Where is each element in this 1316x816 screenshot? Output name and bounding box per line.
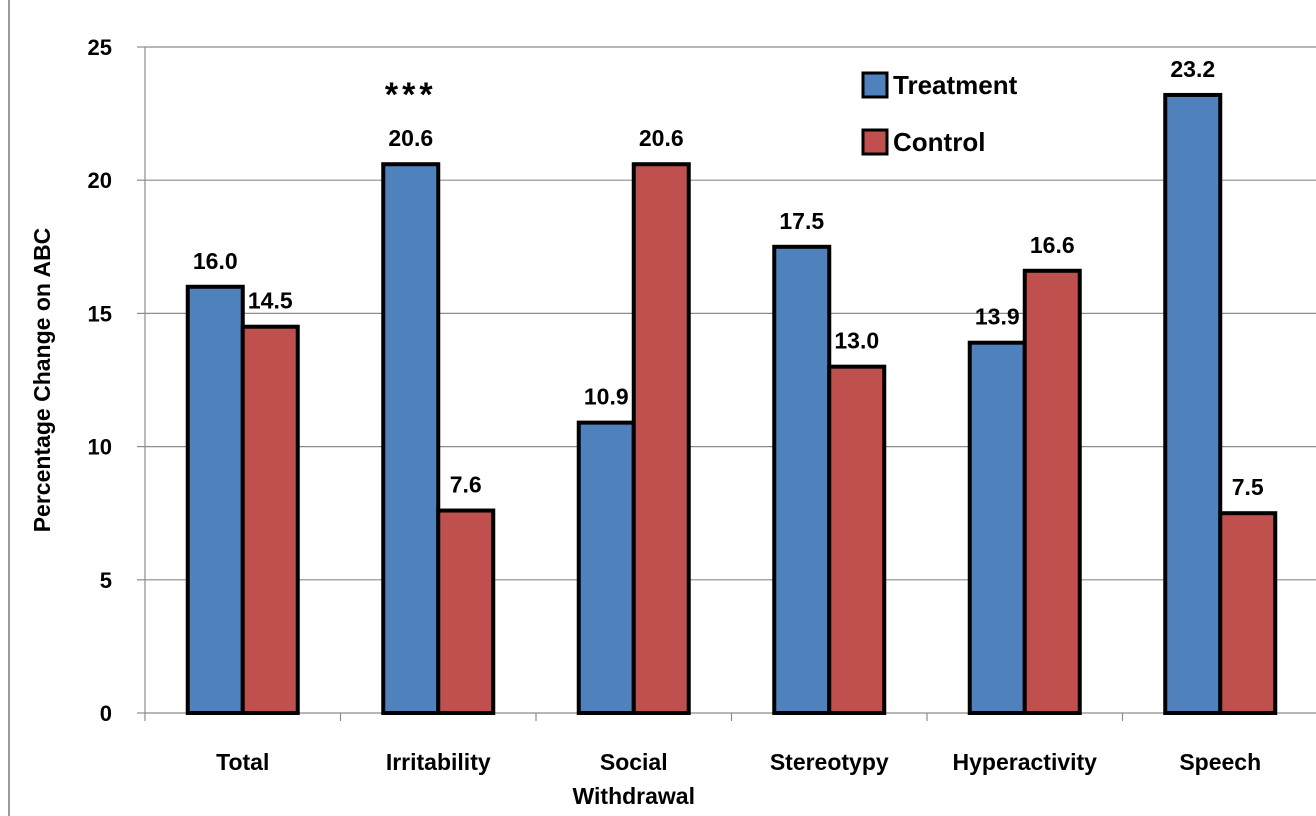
bar-control-stereotypy [827,364,887,715]
x-tick-label-hyperactivity: Hyperactivity [953,749,1098,775]
y-tick-label-0: 0 [100,701,112,726]
x-tick-label-line: Withdrawal [573,783,695,809]
data-label-control-social-withdrawal: 20.6 [639,125,684,151]
x-tick-label-line: Speech [1179,749,1261,775]
data-label-control-irritability: 7.6 [450,472,482,498]
legend-swatch-control [861,128,889,156]
data-label-treatment-speech: 23.2 [1170,56,1215,82]
bars [185,92,1278,716]
legend-label-treatment: Treatment [893,70,1018,100]
bar-control-social-withdrawal [631,162,691,715]
axes [137,46,1316,721]
bar-control-hyperactivity [1022,268,1082,715]
x-tick-label-line: Hyperactivity [953,749,1098,775]
data-label-control-hyperactivity: 16.6 [1030,232,1075,258]
x-tick-label-line: Irritability [386,749,491,775]
data-labels: 16.0 14.5 20.6 7.6 10.9 20.6 17.5 13.0 13.9 16.6 2… [193,56,1264,500]
x-tick-label-social-withdrawal: Social Withdrawal [573,749,695,809]
bar-treatment-total [185,284,245,715]
x-tick-label-line: Social [600,749,668,775]
x-tick-label-total: Total [216,749,269,775]
data-label-treatment-total: 16.0 [193,248,238,274]
y-tick-label-25: 25 [88,35,112,60]
x-tick-label-irritability: Irritability [386,749,491,775]
legend: Treatment Control [861,70,1018,157]
x-tick-label-speech: Speech [1179,749,1261,775]
data-label-treatment-social-withdrawal: 10.9 [584,384,629,410]
x-tick-label-line: Total [216,749,269,775]
gridlines [145,46,1316,581]
y-tick-label-15: 15 [88,301,112,326]
legend-swatch-treatment [861,71,889,99]
data-label-control-stereotypy: 13.0 [834,328,879,354]
x-tick-label-stereotypy: Stereotypy [770,749,889,775]
bar-treatment-irritability [381,162,441,715]
data-label-control-speech: 7.5 [1232,474,1264,500]
y-tick-label-5: 5 [100,568,112,593]
bar-control-irritability [436,508,496,716]
y-tick-label-10: 10 [88,435,112,460]
data-label-control-total: 14.5 [248,288,293,314]
left-frame-border [8,0,10,816]
x-tick-label-line: Stereotypy [770,749,889,775]
bar-treatment-stereotypy [772,244,832,716]
bar-control-total [240,324,300,715]
bar-treatment-hyperactivity [967,340,1027,715]
bar-treatment-social-withdrawal [576,420,636,715]
legend-label-control: Control [893,127,985,157]
y-tick-labels: 0 5 10 15 20 25 [88,35,112,726]
bar-control-speech [1218,511,1278,716]
x-tick-labels: Total Irritability Social Withdrawal Stereot… [216,749,1261,809]
data-label-treatment-stereotypy: 17.5 [779,208,824,234]
data-label-treatment-irritability: 20.6 [388,125,433,151]
bar-treatment-speech [1163,92,1223,715]
y-axis-title: Percentage Change on ABC [29,228,55,533]
data-label-treatment-hyperactivity: 13.9 [975,304,1020,330]
y-tick-label-20: 20 [88,168,112,193]
significance-annotation-irritability: *** [385,76,437,114]
